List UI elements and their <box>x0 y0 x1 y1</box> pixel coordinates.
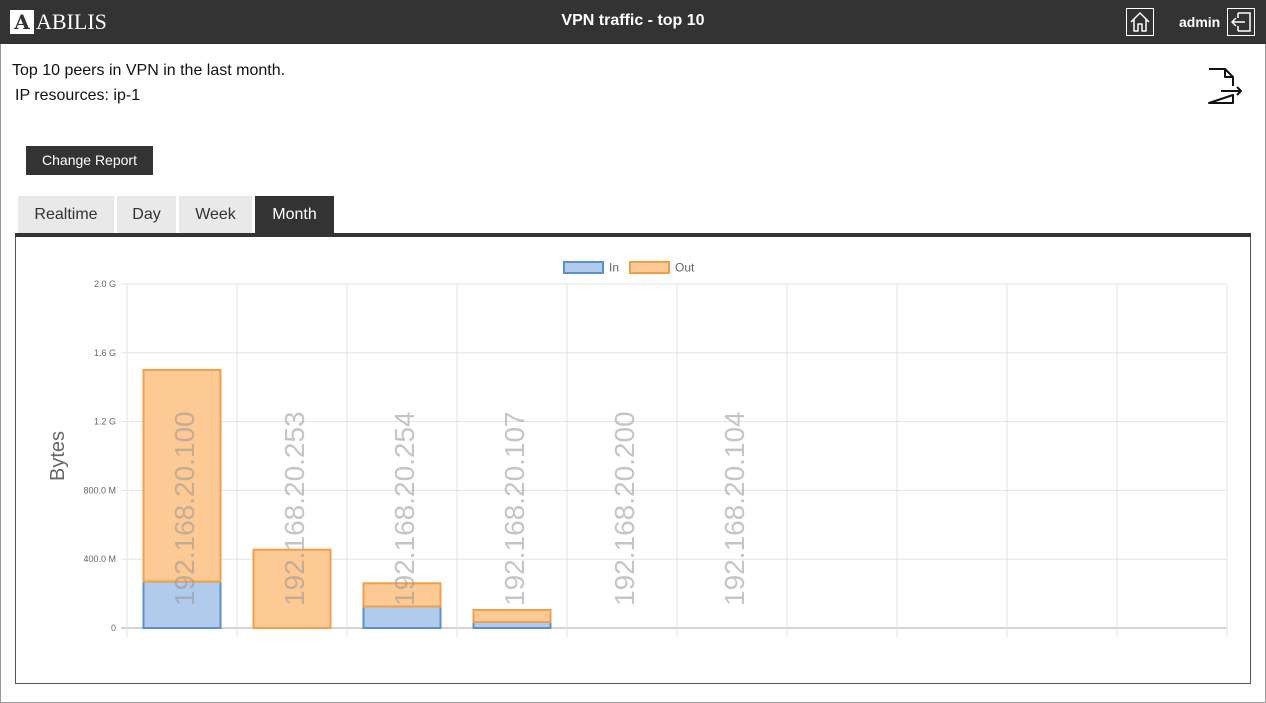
legend-label-in: In <box>609 261 619 275</box>
home-button[interactable] <box>1126 8 1154 36</box>
y-tick-label: 1.6 G <box>94 348 116 358</box>
y-tick-label: 400.0 M <box>83 554 116 564</box>
change-report-button[interactable]: Change Report <box>26 146 153 175</box>
top-bar: A ABILIS VPN traffic - top 10 admin <box>0 0 1266 44</box>
legend-swatch-out <box>629 261 670 274</box>
category-label: 192.168.20.107 <box>499 411 530 606</box>
tab-realtime[interactable]: Realtime <box>18 196 114 234</box>
tab-month[interactable]: Month <box>255 196 334 234</box>
bar-in <box>142 580 222 629</box>
ip-resources: IP resources: ip-1 <box>15 87 141 104</box>
legend-swatch-in <box>563 261 604 274</box>
user-name: admin <box>1179 14 1221 30</box>
tab-underline <box>15 233 1251 237</box>
bar-out <box>252 548 332 629</box>
report-description: Top 10 peers in VPN in the last month. <box>12 62 286 79</box>
abilis-logo: A ABILIS <box>10 9 107 35</box>
y-axis-label: Bytes <box>47 431 69 481</box>
y-tick-label: 2.0 G <box>94 279 116 289</box>
legend-label-out: Out <box>675 261 695 275</box>
bar-out <box>362 582 442 608</box>
export-document-icon <box>1208 68 1242 104</box>
bar-in <box>362 605 442 629</box>
y-tick-label: 1.2 G <box>94 417 116 427</box>
period-tabs: Realtime Day Week Month <box>18 196 337 234</box>
export-button[interactable] <box>1203 66 1243 106</box>
logout-icon <box>1231 12 1251 32</box>
bar-out <box>142 369 222 583</box>
logout-button[interactable] <box>1227 8 1255 36</box>
traffic-chart: 0 400.0 M 800.0 M 1.2 G 1.6 G 2.0 G 192.168.20… <box>47 261 1228 637</box>
category-label: 192.168.20.200 <box>609 411 640 606</box>
category-label: 192.168.20.100 <box>169 411 200 606</box>
chart-panel: 0 400.0 M 800.0 M 1.2 G 1.6 G 2.0 G 192.168.20… <box>15 237 1251 684</box>
category-label: 192.168.20.104 <box>719 411 750 606</box>
category-label: 192.168.20.253 <box>279 411 310 606</box>
y-tick-label: 800.0 M <box>83 485 116 495</box>
tab-day[interactable]: Day <box>117 196 176 234</box>
category-label: 192.168.20.254 <box>389 411 420 606</box>
logo-text: ABILIS <box>36 9 107 34</box>
y-tick-label: 0 <box>111 623 116 633</box>
logo-letter: A <box>10 10 34 34</box>
home-icon <box>1130 12 1150 32</box>
bar-out <box>472 608 552 623</box>
tab-week[interactable]: Week <box>179 196 252 234</box>
page-title: VPN traffic - top 10 <box>561 12 705 29</box>
